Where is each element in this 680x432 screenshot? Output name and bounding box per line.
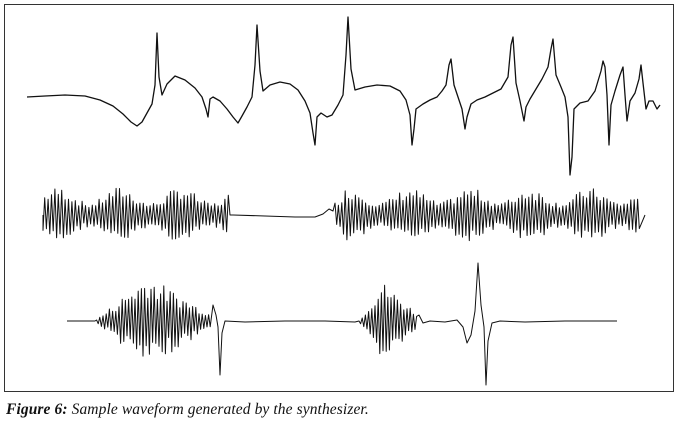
waveform-trace-2 — [42, 187, 646, 242]
waveform-trace-3 — [67, 262, 617, 386]
figure-frame — [4, 4, 674, 392]
waveform-trace-1 — [26, 16, 661, 176]
figure-caption: Figure 6: Sample waveform generated by t… — [6, 398, 674, 422]
caption-text: Sample waveform generated by the synthes… — [71, 401, 369, 418]
waveform-plot — [26, 16, 661, 386]
caption-label: Figure 6: — [6, 401, 68, 418]
